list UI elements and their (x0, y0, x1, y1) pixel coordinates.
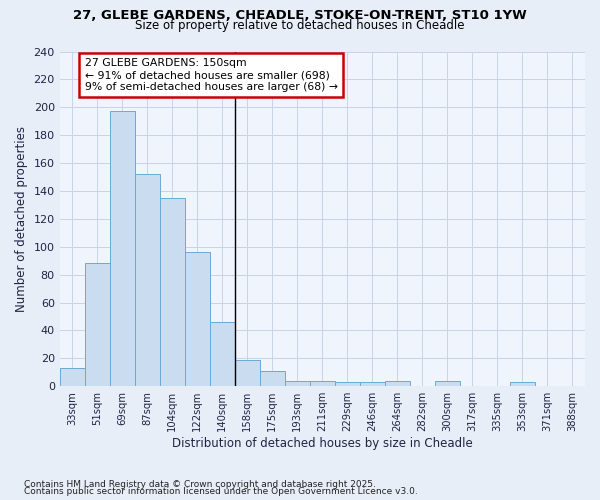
Bar (310, 380, 335, 386)
Bar (59, 368, 85, 386)
Y-axis label: Number of detached properties: Number of detached properties (15, 126, 28, 312)
Bar (435, 380, 460, 386)
Bar (160, 198, 185, 386)
Bar (360, 382, 385, 386)
X-axis label: Distribution of detached houses by size in Cheadle: Distribution of detached houses by size … (172, 437, 473, 450)
Text: 27, GLEBE GARDENS, CHEADLE, STOKE-ON-TRENT, ST10 1YW: 27, GLEBE GARDENS, CHEADLE, STOKE-ON-TRE… (73, 9, 527, 22)
Text: Size of property relative to detached houses in Cheadle: Size of property relative to detached ho… (135, 19, 465, 32)
Text: 27 GLEBE GARDENS: 150sqm
← 91% of detached houses are smaller (698)
9% of semi-d: 27 GLEBE GARDENS: 150sqm ← 91% of detach… (85, 58, 338, 92)
Bar (385, 380, 410, 386)
Bar (85, 264, 110, 386)
Bar (510, 382, 535, 386)
Bar (335, 382, 360, 386)
Bar (110, 112, 135, 386)
Text: Contains HM Land Registry data © Crown copyright and database right 2025.: Contains HM Land Registry data © Crown c… (24, 480, 376, 489)
Bar (285, 380, 310, 386)
Bar (210, 322, 235, 386)
Bar (235, 360, 260, 386)
Bar (185, 252, 210, 386)
Text: Contains public sector information licensed under the Open Government Licence v3: Contains public sector information licen… (24, 487, 418, 496)
Bar (260, 371, 285, 386)
Bar (135, 174, 160, 386)
